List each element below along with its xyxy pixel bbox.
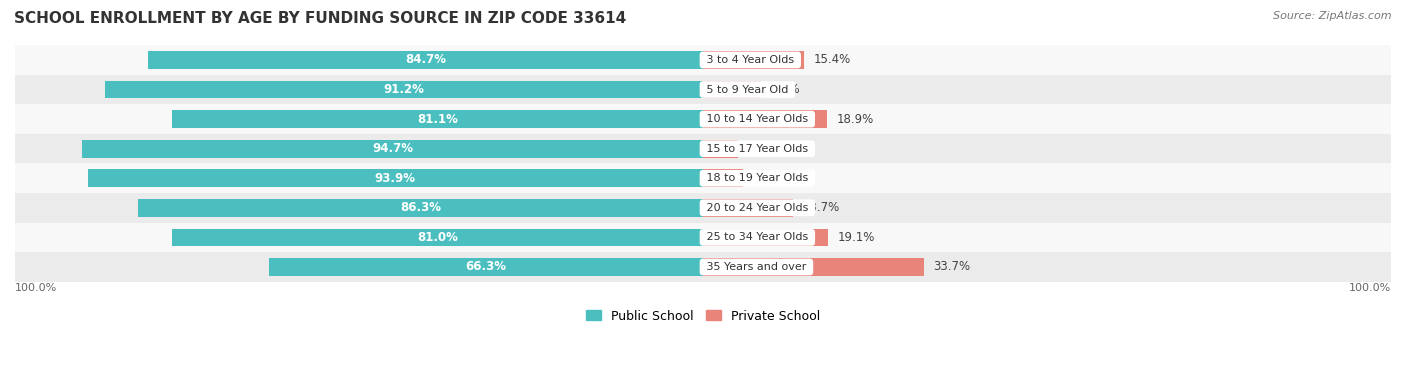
- Bar: [703, 110, 827, 128]
- Text: 33.7%: 33.7%: [934, 261, 970, 273]
- Text: 66.3%: 66.3%: [465, 261, 506, 273]
- Bar: [703, 199, 793, 217]
- Text: 84.7%: 84.7%: [405, 54, 446, 66]
- Bar: [703, 169, 742, 187]
- Bar: [703, 228, 828, 246]
- Bar: [703, 140, 738, 158]
- Bar: [15, 164, 1391, 193]
- Text: 6.1%: 6.1%: [752, 172, 783, 185]
- Bar: [15, 75, 1391, 104]
- Text: 19.1%: 19.1%: [838, 231, 876, 244]
- Text: 13.7%: 13.7%: [803, 201, 839, 215]
- Text: 100.0%: 100.0%: [15, 283, 58, 293]
- Bar: [83, 140, 703, 158]
- Text: Source: ZipAtlas.com: Source: ZipAtlas.com: [1274, 11, 1392, 21]
- Text: 91.2%: 91.2%: [384, 83, 425, 96]
- Bar: [269, 258, 703, 276]
- Bar: [173, 228, 703, 246]
- Bar: [15, 45, 1391, 75]
- Text: SCHOOL ENROLLMENT BY AGE BY FUNDING SOURCE IN ZIP CODE 33614: SCHOOL ENROLLMENT BY AGE BY FUNDING SOUR…: [14, 11, 626, 26]
- Bar: [87, 169, 703, 187]
- Text: 81.0%: 81.0%: [418, 231, 458, 244]
- Legend: Public School, Private School: Public School, Private School: [581, 305, 825, 328]
- Bar: [138, 199, 703, 217]
- Text: 93.9%: 93.9%: [375, 172, 416, 185]
- Bar: [703, 51, 804, 69]
- Bar: [105, 81, 703, 98]
- Bar: [703, 258, 924, 276]
- Text: 35 Years and over: 35 Years and over: [703, 262, 810, 272]
- Text: 3 to 4 Year Olds: 3 to 4 Year Olds: [703, 55, 797, 65]
- Text: 15 to 17 Year Olds: 15 to 17 Year Olds: [703, 144, 811, 154]
- Text: 5.3%: 5.3%: [748, 142, 778, 155]
- Text: 94.7%: 94.7%: [373, 142, 413, 155]
- Bar: [148, 51, 703, 69]
- Bar: [15, 193, 1391, 222]
- Text: 20 to 24 Year Olds: 20 to 24 Year Olds: [703, 203, 811, 213]
- Bar: [15, 104, 1391, 134]
- Text: 8.8%: 8.8%: [770, 83, 800, 96]
- Text: 10 to 14 Year Olds: 10 to 14 Year Olds: [703, 114, 811, 124]
- Text: 25 to 34 Year Olds: 25 to 34 Year Olds: [703, 232, 811, 242]
- Bar: [172, 110, 703, 128]
- Bar: [15, 252, 1391, 282]
- Bar: [15, 222, 1391, 252]
- Text: 18.9%: 18.9%: [837, 113, 875, 126]
- Bar: [15, 134, 1391, 164]
- Text: 100.0%: 100.0%: [1348, 283, 1391, 293]
- Text: 81.1%: 81.1%: [416, 113, 458, 126]
- Bar: [703, 81, 761, 98]
- Text: 15.4%: 15.4%: [814, 54, 851, 66]
- Text: 18 to 19 Year Olds: 18 to 19 Year Olds: [703, 173, 811, 183]
- Text: 5 to 9 Year Old: 5 to 9 Year Old: [703, 84, 792, 95]
- Text: 86.3%: 86.3%: [399, 201, 440, 215]
